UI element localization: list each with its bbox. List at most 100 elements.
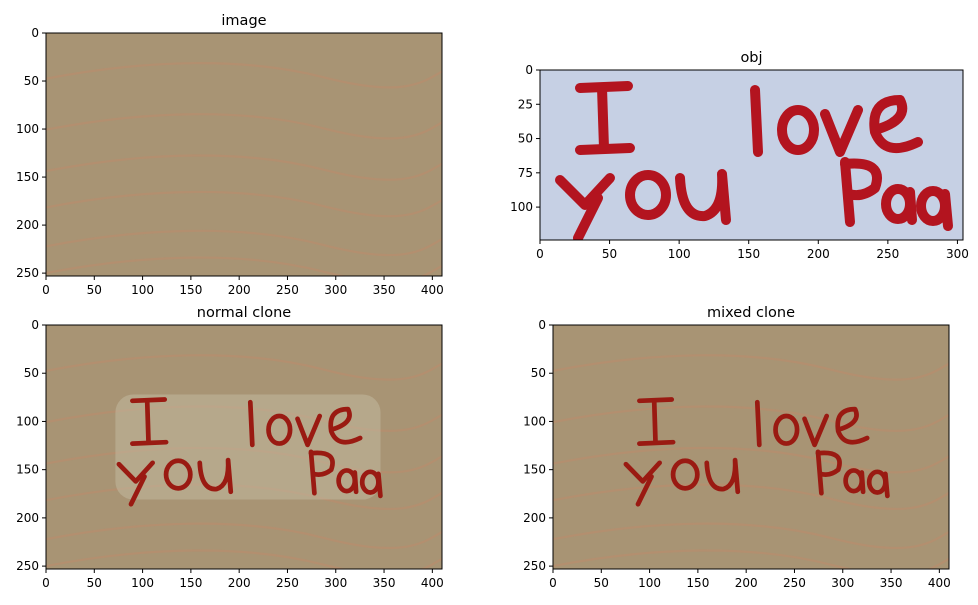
- grain-line: [46, 483, 442, 511]
- x-tick-label: 100: [638, 576, 661, 590]
- y-tick-label: 100: [16, 414, 39, 428]
- x-tick-label: 250: [276, 576, 299, 590]
- panel-title: normal clone: [197, 305, 291, 321]
- grain-line: [553, 522, 949, 550]
- stroke-p-bowl: [815, 450, 842, 478]
- x-tick-label: 350: [880, 576, 903, 590]
- y-tick-label: 100: [523, 414, 546, 428]
- x-tick-label: 200: [228, 283, 251, 297]
- panel-title: image: [221, 13, 266, 29]
- y-tick-label: 200: [523, 511, 546, 525]
- stroke-i-stem: [144, 398, 151, 445]
- x-tick-label: 150: [686, 576, 709, 590]
- stroke-o2: [670, 458, 700, 491]
- y-tick-label: 75: [518, 166, 533, 180]
- handwriting-mixed: [623, 397, 890, 507]
- x-tick-label: 300: [831, 576, 854, 590]
- y-tick-label: 100: [16, 122, 39, 136]
- stroke-i-stem: [651, 398, 658, 445]
- grain-line: [553, 354, 949, 381]
- x-tick-label: 150: [737, 247, 760, 261]
- stroke-o: [266, 413, 293, 446]
- grain-line: [553, 405, 949, 432]
- x-tick-label: 50: [594, 576, 609, 590]
- panel-normal-clone: 0 50 100 150 200 250 300 350 400 0 50 100 150 200 250 n…: [16, 305, 444, 590]
- stroke-o: [773, 413, 800, 446]
- axes-1: 0 50 100 150 200 250 300 0 25 50 75 100 obj: [510, 50, 969, 261]
- stroke-u: [675, 169, 731, 225]
- panels-layer: 0 50 100 150 200 250 300 350 400050100150200250i…: [16, 13, 969, 590]
- axes-frame: [552, 324, 950, 570]
- panel-image: 0 50 100 150 200 250 300 350 400 0 50 100 150 200 250 i…: [16, 13, 444, 297]
- panel-image: [540, 70, 963, 240]
- y-tick-label: 25: [518, 97, 533, 111]
- y-tick-label: 200: [16, 511, 39, 525]
- grain-line: [46, 522, 442, 550]
- stroke-y-tail: [635, 474, 654, 507]
- grain-line: [553, 483, 949, 511]
- wood-grain: [46, 354, 442, 569]
- y-tick-label: 250: [16, 266, 39, 280]
- x-tick-label: 100: [131, 576, 154, 590]
- stroke-y-upper: [116, 460, 155, 484]
- stroke-u: [704, 457, 741, 495]
- y-tick-label: 0: [538, 318, 546, 332]
- stroke-v: [802, 413, 830, 448]
- stroke-o: [777, 105, 819, 155]
- x-tick-label: 300: [946, 247, 969, 261]
- stroke-i-bottom: [130, 439, 169, 446]
- x-tick-label: 350: [373, 576, 396, 590]
- y-tick-label: 50: [24, 74, 39, 88]
- stroke-y-tail: [128, 474, 147, 507]
- grain-line: [46, 62, 442, 89]
- x-tick-label: 300: [324, 283, 347, 297]
- y-tick-label: 250: [523, 559, 546, 573]
- wood-texture: [46, 325, 442, 569]
- x-tick-label: 100: [131, 283, 154, 297]
- stroke-v: [820, 105, 863, 157]
- stroke-o2: [163, 458, 193, 491]
- wood-grain: [553, 354, 949, 569]
- x-tick-label: 200: [735, 576, 758, 590]
- x-tick-label: 150: [179, 576, 202, 590]
- y-tick-label: 150: [16, 463, 39, 477]
- grain-line: [46, 154, 442, 181]
- stroke-e: [835, 406, 870, 445]
- y-tick-label: 50: [531, 366, 546, 380]
- x-tick-label: 400: [421, 576, 444, 590]
- x-tick-label: 50: [87, 576, 102, 590]
- stroke-p-bowl: [840, 158, 882, 201]
- grain-line: [46, 405, 442, 432]
- x-tick-label: 150: [179, 283, 202, 297]
- axes-3: 0 50 100 150 200 250 300 350 400 0 50 100 150 200 250 m…: [523, 305, 951, 590]
- x-tick-label: 250: [276, 283, 299, 297]
- x-tick-label: 50: [87, 283, 102, 297]
- grain-line: [46, 113, 442, 140]
- axes-frame: [45, 324, 443, 570]
- handwriting-normal: [116, 397, 383, 507]
- axes-0: 0 50 100 150 200 250 300 350 400 0 50 100 150 200 250 i…: [16, 13, 444, 297]
- panel-title: obj: [740, 50, 762, 66]
- stroke-p-bowl: [308, 450, 335, 478]
- x-tick-label: 400: [421, 283, 444, 297]
- stroke-a2-stem: [940, 189, 953, 231]
- x-tick-label: 0: [549, 576, 557, 590]
- panel-image: [46, 325, 442, 569]
- y-tick-label: 0: [31, 26, 39, 40]
- x-tick-label: 0: [42, 283, 50, 297]
- stroke-v: [295, 413, 323, 448]
- panel-image: [553, 325, 949, 569]
- x-tick-label: 100: [668, 247, 691, 261]
- x-tick-label: 300: [324, 576, 347, 590]
- grain-line: [46, 446, 442, 474]
- stroke-e: [869, 95, 923, 154]
- grain-line: [46, 256, 442, 276]
- wood-grain: [46, 62, 442, 276]
- axes-frame: [539, 69, 964, 241]
- y-tick-label: 0: [525, 63, 533, 77]
- x-tick-label: 250: [783, 576, 806, 590]
- stroke-a1-stem: [905, 187, 917, 225]
- y-tick-label: 0: [31, 318, 39, 332]
- y-tick-label: 150: [523, 463, 546, 477]
